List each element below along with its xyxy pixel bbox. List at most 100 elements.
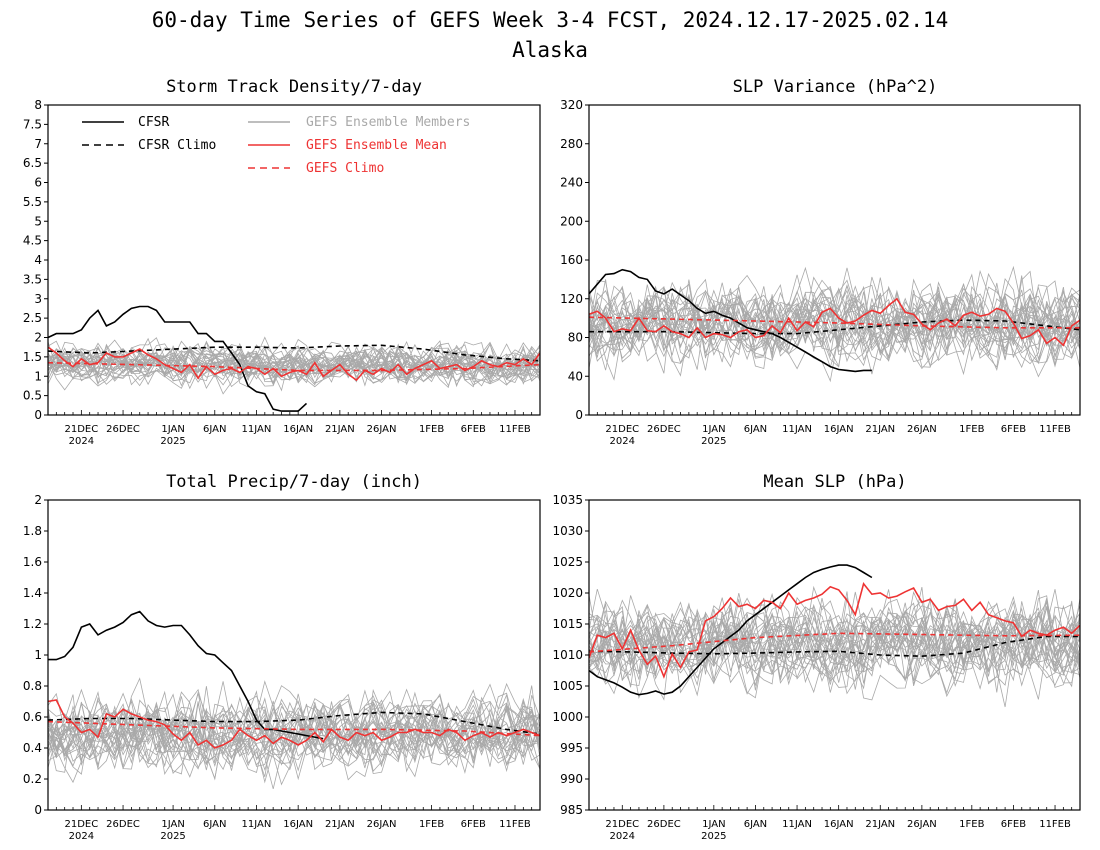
x-tick-label: 6FEB [461, 424, 486, 435]
x-tick-label: 11FEB [1039, 819, 1071, 830]
panel-storm-track-density: Storm Track Density/7-day 0 0.5 1 1.5 2 2.5 3 3… [23, 77, 541, 447]
ensemble-member-line [589, 290, 1080, 375]
x-tick-label: 11JAN [242, 819, 272, 830]
x-tick-label: 1FEB [419, 424, 444, 435]
ensemble-member-line [48, 700, 540, 784]
panel-mean-slp: Mean SLP (hPa) 985 990 995 1000 1005 1010 1015… [552, 472, 1081, 842]
series-line-gefs-climo [589, 632, 1080, 653]
ensemble-member-line [589, 604, 1080, 687]
y-tick-label: 5.5 [23, 195, 42, 209]
y-tick-label: 40 [568, 369, 583, 383]
y-tick-label: 2 [34, 493, 42, 507]
panel-title: Total Precip/7-day (inch) [166, 472, 422, 492]
series-line-gefs-climo [589, 316, 1080, 329]
x-year-label: 2025 [701, 436, 726, 447]
x-tick-label: 21DEC [605, 424, 639, 435]
ensemble-member-line [48, 703, 540, 767]
x-tick-label: 26DEC [106, 819, 140, 830]
panel-title: SLP Variance (hPa^2) [733, 77, 938, 97]
x-tick-label: 26JAN [367, 424, 397, 435]
x-tick-label: 1JAN [702, 819, 725, 830]
y-tick-label: 985 [560, 803, 583, 817]
series-line-cfsr-climo [48, 711, 540, 735]
y-tick-label: 1.8 [23, 524, 42, 538]
panel-slp-variance: SLP Variance (hPa^2) 0 40 80 120 160 200 240 28… [560, 77, 1081, 447]
x-tick-label: 6FEB [461, 819, 486, 830]
series-line-gefs-ensemble-mean [589, 297, 1080, 347]
x-year-label: 2025 [701, 831, 726, 842]
ensemble-member-line [589, 596, 1080, 682]
x-tick-label: 26DEC [647, 424, 681, 435]
x-year-label: 2024 [610, 436, 635, 447]
series-line-cfsr [589, 564, 873, 696]
x-tick-label: 11JAN [242, 424, 272, 435]
x-tick-label: 6JAN [744, 424, 767, 435]
y-tick-label: 1005 [552, 679, 583, 693]
x-year-label: 2025 [160, 436, 185, 447]
y-tick-label: 280 [560, 137, 583, 151]
series-line-cfsr [589, 268, 872, 373]
y-tick-label: 995 [560, 741, 583, 755]
x-tick-label: 16JAN [283, 424, 313, 435]
x-tick-label: 26JAN [367, 819, 397, 830]
y-tick-label: 1.4 [23, 586, 42, 600]
y-tick-label: 1000 [552, 710, 583, 724]
panel-title: Storm Track Density/7-day [166, 77, 422, 97]
y-tick-label: 320 [560, 98, 583, 112]
y-tick-label: 1.5 [23, 350, 42, 364]
y-tick-label: 1.2 [23, 617, 42, 631]
y-tick-label: 4 [34, 253, 42, 267]
y-tick-label: 240 [560, 176, 583, 190]
x-tick-label: 11FEB [499, 424, 531, 435]
y-tick-label: 5 [34, 214, 42, 228]
x-tick-label: 21JAN [865, 424, 895, 435]
y-tick-label: 6.5 [23, 156, 42, 170]
legend-item-gefs-climo: GEFS Climo [248, 161, 384, 176]
y-tick-label: 1025 [552, 555, 583, 569]
x-year-label: 2025 [160, 831, 185, 842]
ensemble-member-line [48, 701, 540, 781]
x-tick-label: 11FEB [499, 819, 531, 830]
x-year-label: 2024 [69, 831, 94, 842]
x-tick-label: 6FEB [1001, 819, 1026, 830]
x-year-label: 2024 [610, 831, 635, 842]
ensemble-member-line [48, 696, 540, 768]
series-line-gefs-climo [48, 361, 540, 372]
y-tick-label: 8 [34, 98, 42, 112]
ensemble-member-line [48, 681, 540, 778]
panel-title: Mean SLP (hPa) [763, 472, 906, 492]
legend-item-gefs-mean: GEFS Ensemble Mean [248, 138, 447, 153]
figure-title: 60-day Time Series of GEFS Week 3-4 FCST… [152, 8, 949, 32]
y-tick-label: 1020 [552, 586, 583, 600]
x-tick-label: 26DEC [106, 424, 140, 435]
legend-item-gefs-members: GEFS Ensemble Members [248, 115, 470, 130]
x-tick-label: 6JAN [203, 424, 226, 435]
series-line-cfsr [48, 305, 308, 412]
ensemble-member-line [589, 609, 1080, 695]
y-tick-label: 4.5 [23, 234, 42, 248]
y-tick-label: 1015 [552, 617, 583, 631]
y-tick-label: 0.4 [23, 741, 42, 755]
legend-label-gefs-climo: GEFS Climo [306, 161, 384, 176]
y-tick-label: 160 [560, 253, 583, 267]
x-tick-label: 21JAN [325, 819, 355, 830]
y-tick-label: 6 [34, 176, 42, 190]
y-tick-label: 120 [560, 292, 583, 306]
x-tick-label: 1FEB [959, 424, 984, 435]
ensemble-member-line [589, 595, 1080, 683]
legend-label-gefs-mean: GEFS Ensemble Mean [306, 138, 447, 153]
series-line-gefs-climo [48, 720, 540, 737]
ensemble-member-line [48, 682, 540, 768]
x-tick-label: 6FEB [1001, 424, 1026, 435]
figure-subtitle: Alaska [512, 38, 588, 62]
x-tick-label: 16JAN [283, 819, 313, 830]
x-tick-label: 1JAN [161, 819, 184, 830]
y-tick-label: 2.5 [23, 311, 42, 325]
y-tick-label: 0.8 [23, 679, 42, 693]
y-tick-label: 1030 [552, 524, 583, 538]
y-tick-label: 1035 [552, 493, 583, 507]
y-tick-label: 7.5 [23, 117, 42, 131]
x-tick-label: 16JAN [824, 819, 854, 830]
y-tick-label: 3 [34, 292, 42, 306]
ensemble-member-line [48, 691, 540, 786]
